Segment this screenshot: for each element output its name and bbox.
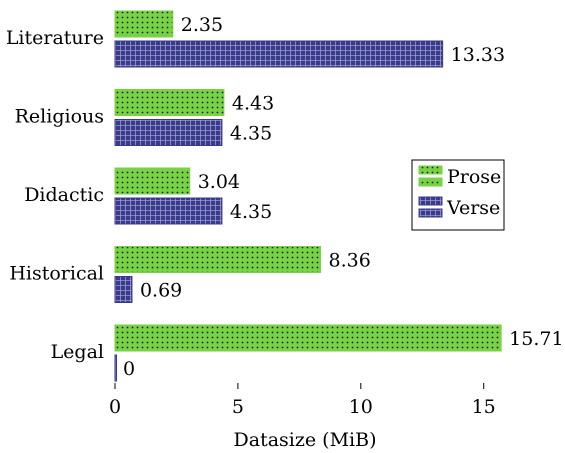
legend-entry-verse: Verse [446,197,500,219]
bar-historical-prose [114,246,321,273]
bar-didactic-prose [114,167,191,195]
bar-historical-verse [114,276,133,303]
bar-literature-prose [114,10,174,38]
legend-swatch-prose [418,165,443,175]
value-label: 13.33 [451,44,505,66]
category-labels: Literature Religious Didactic Historical Leg… [6,27,104,363]
x-tick-label: 10 [349,396,373,418]
bar-religious-prose [114,89,225,116]
x-tick-label: 5 [232,396,244,418]
bar-legal-verse [114,354,117,382]
value-label: 4.35 [230,123,272,145]
value-label: 8.36 [328,250,370,272]
x-tick-label: 15 [472,396,496,418]
bar-didactic-verse [114,197,223,225]
value-label: 15.71 [509,328,563,350]
category-label: Legal [51,341,104,363]
legend: Prose Verse [411,159,505,231]
bars-layer [114,10,502,382]
x-axis-title: Datasize (MiB) [234,429,377,451]
value-label: 3.04 [198,171,240,193]
value-label: 0 [123,358,135,380]
legend-entry-prose: Prose [447,166,501,188]
value-labels: 2.35 13.33 4.43 4.35 3.04 4.35 8.36 0.69 15.71 0 [123,14,564,380]
legend-swatch-verse [418,196,443,206]
bar-legal-prose [114,324,502,352]
legend-swatch-verse [418,208,443,218]
bar-literature-verse [114,40,444,68]
value-label: 4.35 [230,201,272,223]
bar-religious-verse [114,119,223,146]
x-tick-label: 0 [109,396,121,418]
category-label: Religious [15,106,104,128]
value-label: 2.35 [181,14,223,36]
value-label: 0.69 [140,280,182,302]
category-label: Didactic [24,184,104,206]
legend-swatch-prose [418,177,443,187]
x-axis: 0 5 10 15 [109,383,496,418]
category-label: Historical [9,263,104,285]
category-label: Literature [6,27,104,49]
value-label: 4.43 [232,93,274,115]
